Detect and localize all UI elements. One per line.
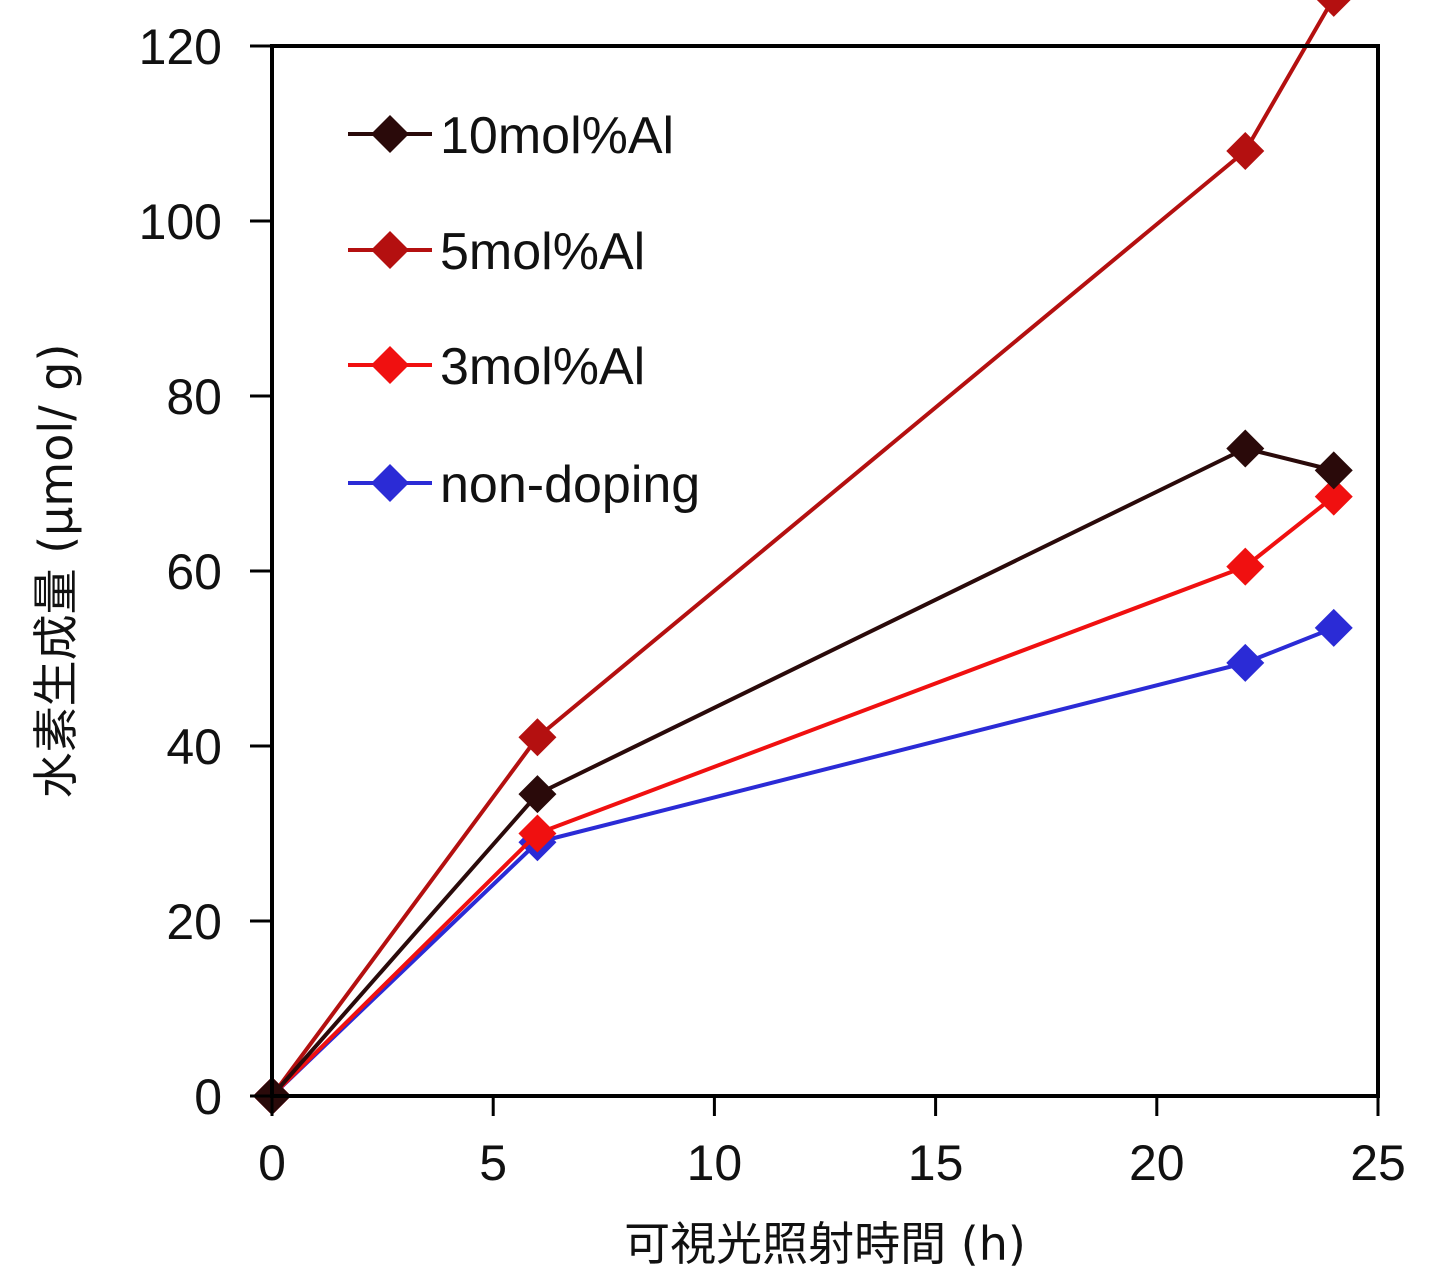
point-3mol-al-6 (518, 814, 557, 853)
point-10mol-al-6 (518, 775, 557, 814)
y-tick-label-40: 40 (166, 719, 222, 775)
point-5mol-al-6 (518, 718, 557, 757)
point-5mol-al-24 (1316, 0, 1351, 17)
legend-label: non-doping (440, 456, 700, 514)
legend-item-3mol-al: 3mol%Al (348, 338, 645, 396)
point-10mol-al-24 (1314, 451, 1353, 490)
point-3mol-al-22 (1226, 547, 1265, 586)
series-line-non-doping (270, 626, 1335, 1098)
series-3mol-al (253, 477, 1353, 1115)
x-tick-label-10: 10 (687, 1135, 743, 1191)
legend-label: 5mol%Al (440, 223, 645, 281)
y-tick-label-100: 100 (139, 194, 222, 250)
series-line-5mol-al (270, 0, 1335, 1098)
legend-item-10mol-al: 10mol%Al (348, 107, 674, 165)
axis-ticks: 0 20 40 60 80 100 120 0 5 10 15 20 25 (139, 19, 1406, 1191)
legend-item-non-doping: non-doping (348, 456, 700, 514)
legend-marker (371, 464, 409, 502)
series-10mol-al (253, 429, 1353, 1115)
series-line-10mol-al (270, 446, 1335, 1098)
y-tick-label-80: 80 (166, 369, 222, 425)
point-3mol-al-24 (1314, 477, 1353, 516)
point-non-doping-22 (1226, 643, 1265, 682)
x-axis-title: 可視光照射時間 (h) (624, 1217, 1026, 1271)
point-10mol-al-22 (1226, 429, 1265, 468)
legend-label: 3mol%Al (440, 338, 645, 396)
legend-item-5mol-al: 5mol%Al (348, 223, 645, 281)
y-tick-label-60: 60 (166, 544, 222, 600)
series-non-doping (253, 608, 1353, 1115)
y-tick-label-20: 20 (166, 894, 222, 950)
x-tick-label-0: 0 (258, 1135, 286, 1191)
y-tick-label-0: 0 (194, 1069, 222, 1125)
point-5mol-al-22 (1226, 132, 1265, 170)
legend-marker (371, 115, 409, 153)
legend: 10mol%Al 5mol%Al 3mol%Al non-doping (348, 107, 700, 514)
y-tick-label-120: 120 (139, 19, 222, 75)
series-line-3mol-al (270, 495, 1336, 1098)
legend-marker (371, 231, 409, 269)
series-5mol-al (253, 0, 1351, 1115)
series-layer (253, 0, 1353, 1115)
x-tick-label-15: 15 (908, 1135, 964, 1191)
legend-marker (371, 346, 409, 384)
legend-label: 10mol%Al (440, 107, 674, 165)
point-non-doping-24 (1314, 608, 1353, 647)
x-tick-label-20: 20 (1129, 1135, 1185, 1191)
x-tick-label-5: 5 (479, 1135, 507, 1191)
x-tick-label-25: 25 (1350, 1135, 1406, 1191)
y-axis-title: 水素生成量 (μmol/ g) (29, 344, 83, 799)
